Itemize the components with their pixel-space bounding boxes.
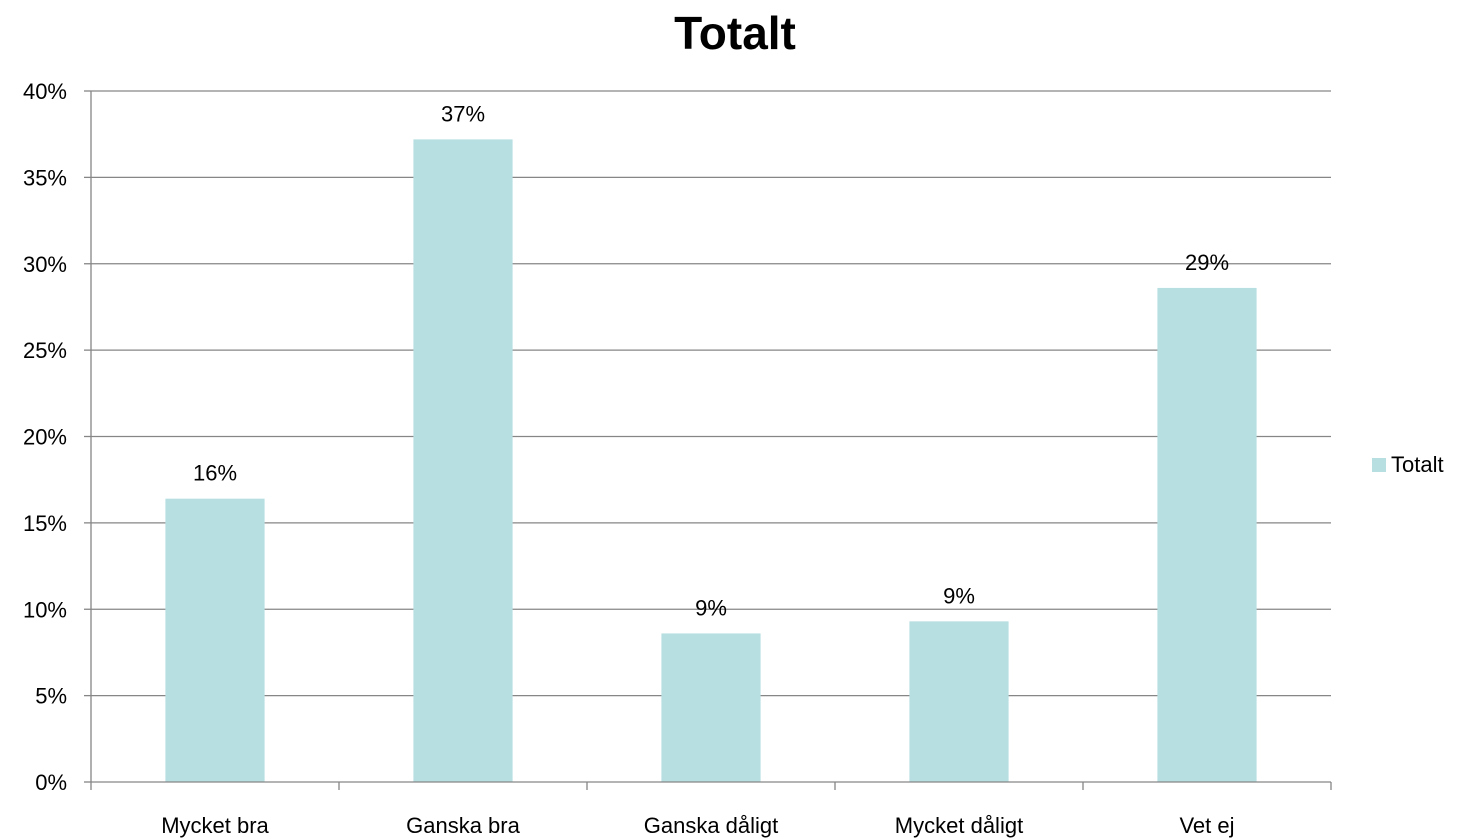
x-category-label: Mycket bra: [161, 813, 269, 838]
x-category-label: Ganska dåligt: [644, 813, 779, 838]
y-tick-label: 5%: [35, 684, 67, 709]
x-category-label: Vet ej: [1179, 813, 1234, 838]
y-tick-label: 20%: [23, 425, 67, 450]
bar: [165, 498, 265, 782]
y-tick-label: 0%: [35, 770, 67, 795]
bar: [1157, 287, 1257, 782]
bar: [661, 633, 761, 782]
labels: 0% 5% 10% 15% 20% 25% 30% 35% 40% 16% Mycket bra 37…: [23, 79, 1235, 838]
y-tick-label: 25%: [23, 338, 67, 363]
data-label: 37%: [441, 101, 485, 126]
gridlines: [91, 90, 1331, 697]
y-tick-label: 40%: [23, 79, 67, 104]
data-label: 16%: [193, 461, 237, 486]
legend-swatch-totalt: [1372, 458, 1386, 472]
x-category-label: Ganska bra: [406, 813, 520, 838]
y-tick-label: 35%: [23, 165, 67, 190]
y-tick-label: 30%: [23, 252, 67, 277]
data-label: 29%: [1185, 250, 1229, 275]
bar: [909, 621, 1009, 782]
bar: [413, 139, 513, 782]
chart-title: Totalt: [674, 7, 796, 59]
data-label: 9%: [695, 595, 727, 620]
axes: [84, 90, 1332, 790]
legend: Totalt: [1372, 452, 1444, 478]
y-tick-label: 10%: [23, 597, 67, 622]
bars: [165, 139, 1257, 782]
x-category-label: Mycket dåligt: [895, 813, 1023, 838]
legend-label-totalt: Totalt: [1391, 452, 1444, 477]
data-label: 9%: [943, 583, 975, 608]
y-tick-label: 15%: [23, 511, 67, 536]
